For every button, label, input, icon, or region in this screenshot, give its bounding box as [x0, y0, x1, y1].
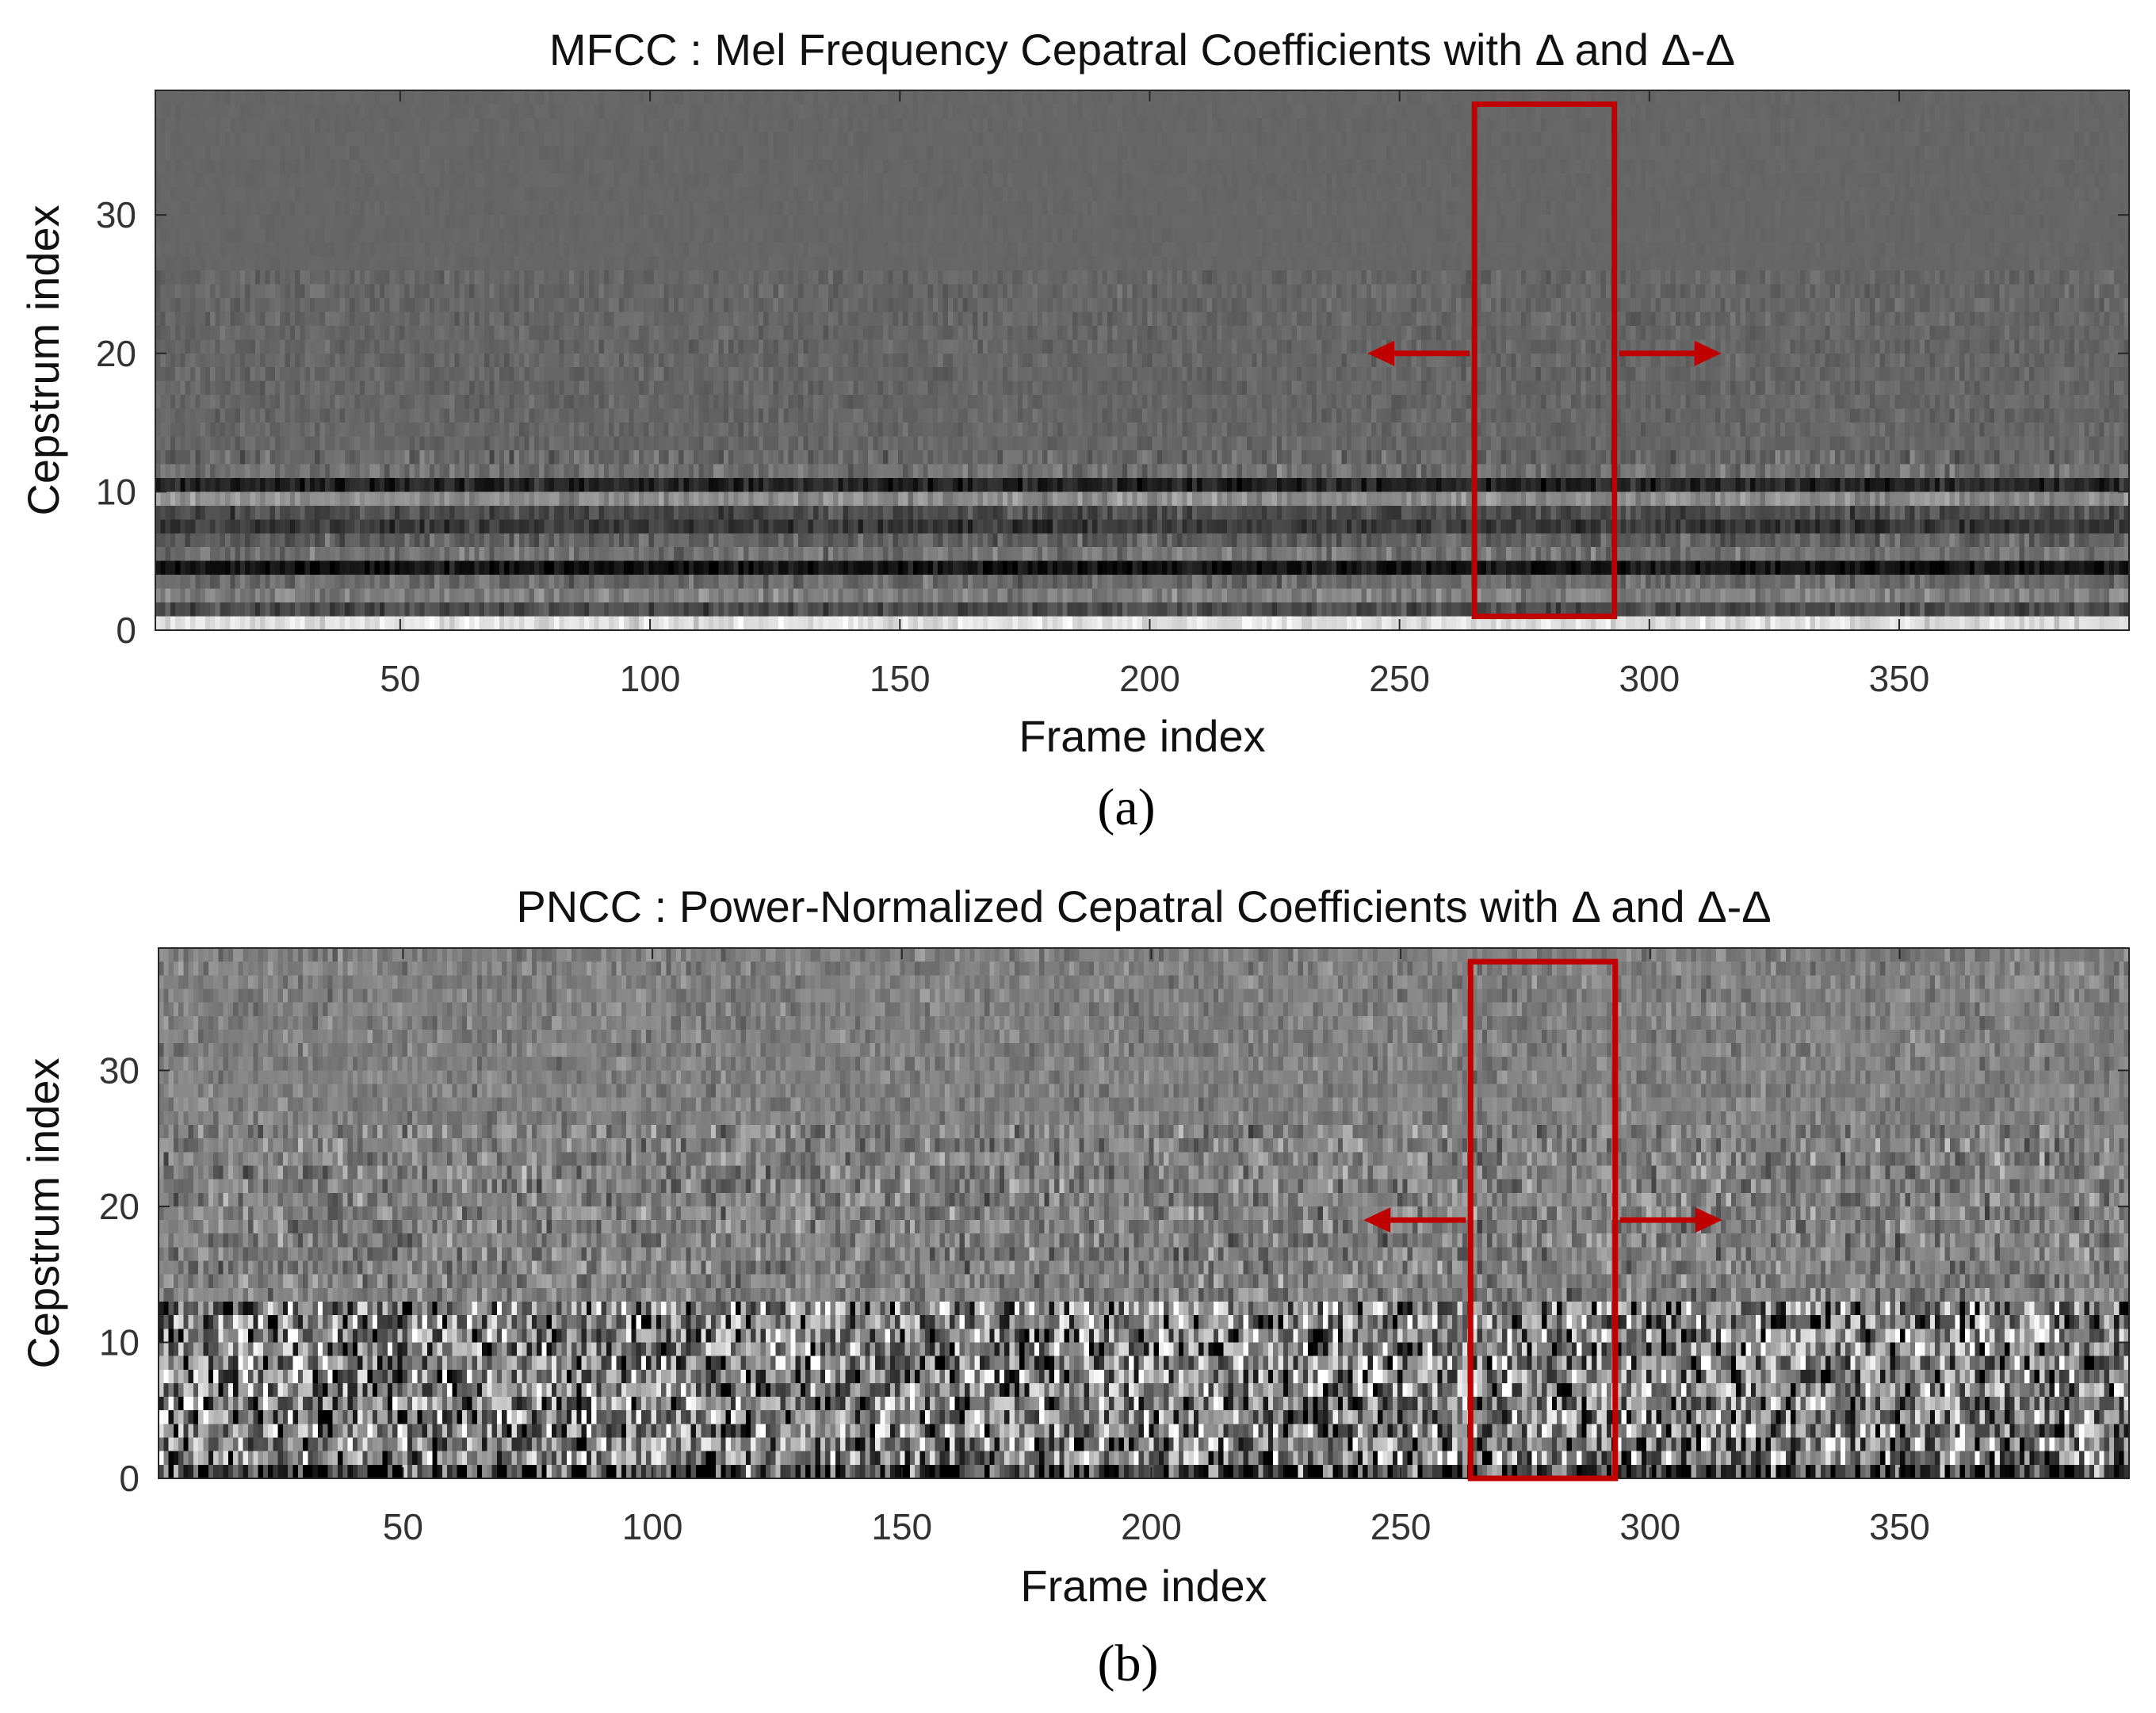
y-tick-label: 20: [96, 333, 136, 374]
heatmap-image: [155, 90, 2129, 630]
x-tick-label: 250: [1370, 1506, 1432, 1547]
x-axis-label: Frame index: [1019, 711, 1265, 761]
highlight-box: [1471, 101, 1618, 620]
x-tick-label: 250: [1369, 658, 1430, 699]
y-axis-label: Cepstrum index: [18, 205, 68, 515]
x-tick-label: 50: [383, 1506, 423, 1547]
x-tick-label: 300: [1619, 658, 1680, 699]
panel-caption: (b): [1098, 1635, 1159, 1692]
arrow-left-head: [1363, 1207, 1391, 1233]
highlight-box: [1467, 958, 1619, 1482]
y-tick-label: 30: [99, 1050, 140, 1091]
arrow-right-head: [1694, 340, 1722, 366]
y-tick-label: 0: [119, 1458, 140, 1499]
x-axis-label: Frame index: [1020, 1561, 1267, 1611]
panel-b: 50 100 150 200 250 300 350 0 10 20 30 PNCC : Power-…: [18, 881, 2130, 1692]
x-tick-label: 150: [871, 1506, 932, 1547]
y-tick-label: 20: [99, 1186, 140, 1227]
x-tick-label: 200: [1119, 658, 1180, 699]
x-tick-label: 150: [870, 658, 931, 699]
x-tick-label: 100: [622, 1506, 683, 1547]
y-axis-label: Cepstrum index: [18, 1057, 68, 1368]
arrow-left-head: [1367, 340, 1395, 366]
chart-title: MFCC : Mel Frequency Cepatral Coefficien…: [549, 25, 1735, 75]
x-tick-label: 50: [380, 658, 420, 699]
x-tick-label: 100: [620, 658, 681, 699]
arrow-right-head: [1695, 1207, 1722, 1233]
y-tick-label: 0: [116, 610, 136, 651]
y-tick-label: 10: [96, 471, 136, 512]
y-tick-label: 10: [99, 1321, 140, 1363]
axes-box: [158, 947, 2130, 1479]
y-tick-label: 30: [96, 194, 136, 235]
x-tick-label: 200: [1121, 1506, 1182, 1547]
chart-title: PNCC : Power-Normalized Cepatral Coeffic…: [516, 881, 1771, 931]
heatmap-image: [159, 948, 2129, 1478]
x-tick-label: 350: [1869, 1506, 1930, 1547]
panel-a: 50 100 150 200 250 300 350 0 10 20 30 MFCC : Mel Fr…: [18, 25, 2130, 836]
panel-caption: (a): [1097, 778, 1155, 836]
x-tick-label: 350: [1869, 658, 1930, 699]
x-tick-label: 300: [1619, 1506, 1680, 1547]
axes-box: [155, 90, 2130, 631]
